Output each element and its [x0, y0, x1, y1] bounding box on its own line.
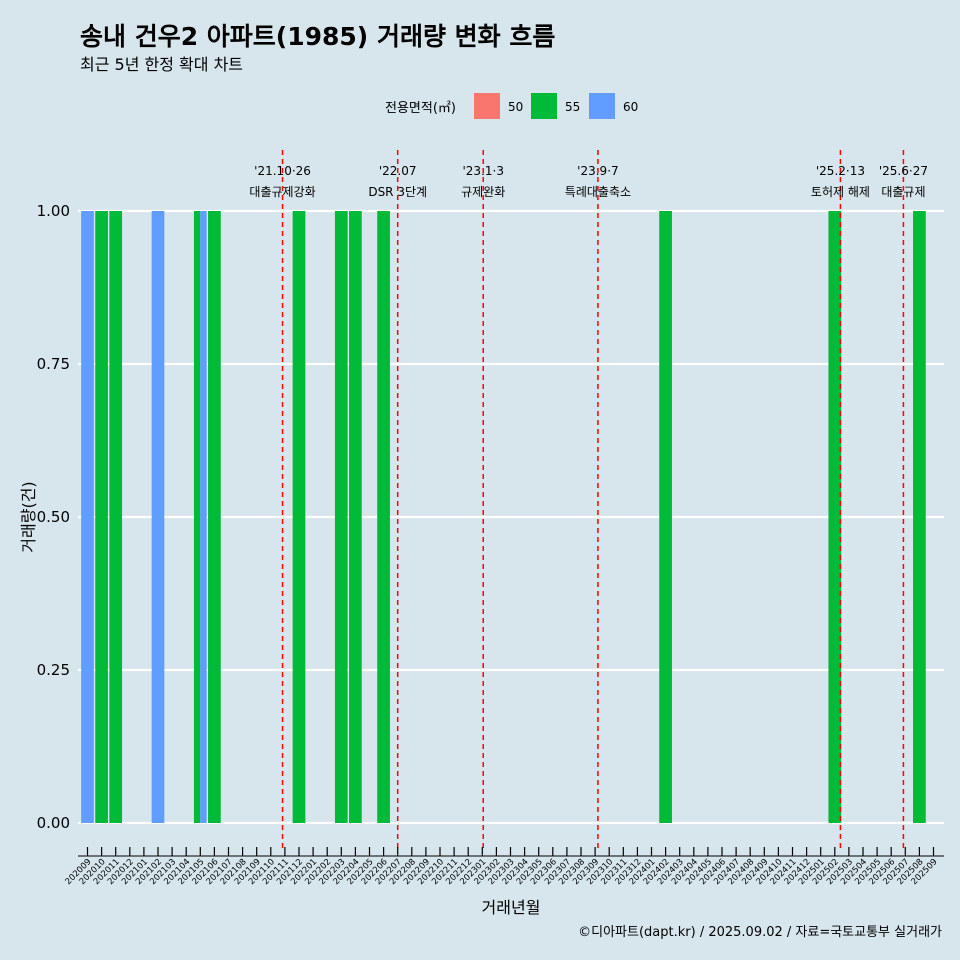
event-date-label: '25.2·13: [816, 164, 865, 178]
event-date-label: '25.6·27: [879, 164, 928, 178]
bar-202105-60: [200, 211, 207, 823]
bar-202508-55: [913, 211, 926, 823]
y-axis: 0.00 0.25 0.50 0.75 1.00: [37, 202, 70, 832]
event-text-label: 특례대출축소: [565, 185, 631, 199]
event-text-label: DSR 3단계: [368, 185, 427, 199]
bar-202009-60: [81, 211, 94, 823]
legend-label-50: 50: [508, 100, 523, 114]
event-date-label: '22.07: [379, 164, 417, 178]
y-axis-title: 거래량(건): [19, 481, 38, 552]
y-tick-label: 0.75: [37, 355, 70, 373]
bars: [81, 211, 926, 823]
bar-202011-55: [109, 211, 123, 823]
legend: 전용면적(㎡) 50 55 60: [385, 93, 638, 119]
event-text-label: 대출규제강화: [249, 185, 315, 199]
grid: [78, 209, 944, 825]
legend-key-55: [531, 93, 557, 119]
bar-202105-55: [193, 211, 201, 823]
y-tick-label: 1.00: [37, 202, 70, 220]
y-tick-label: 0.50: [37, 508, 70, 526]
x-axis-title: 거래년월: [482, 898, 541, 917]
y-tick-label: 0.25: [37, 661, 70, 679]
bar-202204-55: [349, 211, 362, 823]
caption: ©디아파트(dapt.kr) / 2025.09.02 / 자료=국토교통부 실…: [578, 925, 942, 940]
legend-label-60: 60: [623, 100, 638, 114]
bar-202112-55: [292, 211, 306, 823]
event-lines: '21.10·26 대출규제강화 '22.07 DSR 3단계 '23.1·3 규제완화 '…: [249, 150, 928, 852]
legend-key-50: [474, 93, 500, 119]
event-text-label: 규제완화: [461, 185, 505, 199]
legend-title: 전용면적(㎡): [385, 101, 456, 116]
bar-202106-55: [208, 211, 221, 823]
event-date-label: '23.1·3: [463, 164, 504, 178]
legend-key-60: [589, 93, 615, 119]
bar-202502-55: [828, 211, 842, 823]
chart-subtitle: 최근 5년 한정 확대 차트: [80, 55, 243, 74]
bar-202206-55: [377, 211, 390, 823]
chart-title: 송내 건우2 아파트(1985) 거래량 변화 흐름: [80, 22, 555, 51]
bar-202203-55: [334, 211, 348, 823]
x-axis: 2020092020102020112020122021012021022021…: [64, 847, 944, 887]
y-tick-label: 0.00: [37, 814, 70, 832]
bar-202010-55: [95, 211, 108, 823]
event-date-label: '21.10·26: [254, 164, 311, 178]
bar-202102-60: [151, 211, 165, 823]
event-text-label: 토허제 해제: [811, 185, 870, 199]
bar-202402-55: [659, 211, 672, 823]
event-date-label: '23.9·7: [577, 164, 618, 178]
legend-label-55: 55: [565, 100, 580, 114]
event-text-label: 대출규제: [881, 185, 925, 199]
